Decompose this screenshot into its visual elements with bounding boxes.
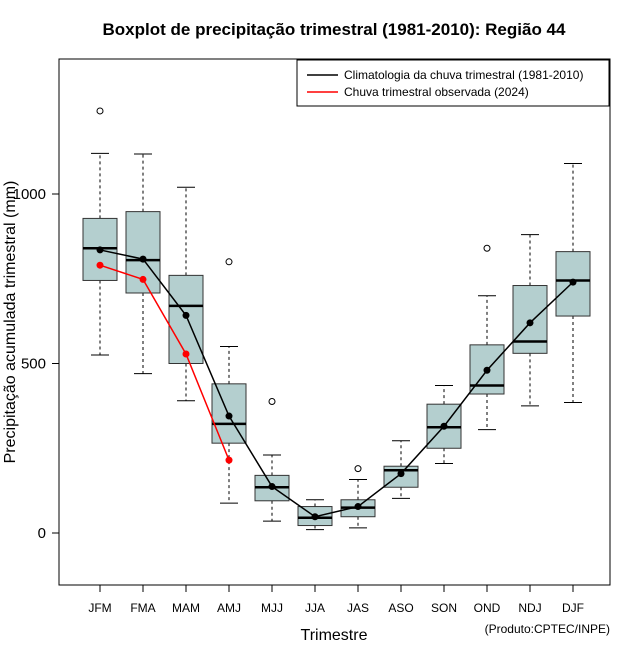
series-point — [526, 319, 534, 327]
x-tick-label-jfm: JFM — [88, 601, 111, 615]
x-tick-label-ndj: NDJ — [518, 601, 541, 615]
box-aso — [383, 440, 419, 499]
x-tick-label-ond: OND — [474, 601, 501, 615]
series-line — [99, 249, 574, 518]
box-amj — [211, 258, 247, 504]
legend: Climatologia da chuva trimestral (1981-2… — [296, 59, 610, 107]
legend-box — [296, 59, 610, 107]
series-point — [96, 261, 104, 269]
series-point — [139, 255, 147, 263]
series-point — [225, 456, 233, 464]
series-observed — [96, 261, 233, 464]
y-axis-title: Precipitação acumulada trimestral (mm) — [2, 181, 19, 464]
x-tick-label-djf: DJF — [562, 601, 584, 615]
box-jfm — [82, 107, 118, 356]
boxplot-boxes — [82, 107, 591, 531]
legend-label-observed: Chuva trimestral observada (2024) — [344, 85, 529, 99]
box-mam — [168, 186, 204, 402]
x-tick-label-mjj: MJJ — [261, 601, 283, 615]
chart-title: Boxplot de precipitação trimestral (1981… — [103, 20, 566, 39]
outlier-point — [225, 258, 233, 266]
outlier-point — [483, 244, 491, 252]
series-climatology — [96, 246, 577, 521]
series-point — [182, 311, 190, 319]
series-point — [311, 513, 319, 521]
outlier-point — [354, 465, 362, 473]
series-point — [96, 246, 104, 254]
box-fma — [125, 153, 161, 375]
y-axis: 0 500 1000 — [13, 186, 60, 542]
x-tick-label-fma: FMA — [130, 601, 155, 615]
series-lines — [96, 246, 577, 521]
x-tick-label-jja: JJA — [305, 601, 325, 615]
x-axis: JFM FMA MAM AMJ MJJ JJA JAS ASO SON OND NDJ DJF — [88, 585, 584, 615]
y-tick-label: 0 — [38, 525, 46, 542]
y-tick-label: 1000 — [13, 186, 46, 203]
series-point — [182, 350, 190, 358]
series-point — [225, 412, 233, 420]
x-tick-label-amj: AMJ — [217, 601, 241, 615]
legend-label-climatology: Climatologia da chuva trimestral (1981-2… — [344, 68, 583, 82]
series-point — [268, 483, 276, 491]
x-tick-label-mam: MAM — [172, 601, 200, 615]
box-ond — [469, 244, 505, 431]
x-tick-label-aso: ASO — [388, 601, 413, 615]
x-axis-title: Trimestre — [301, 627, 368, 644]
series-point — [440, 422, 448, 430]
series-point — [139, 275, 147, 283]
series-point — [397, 470, 405, 478]
series-point — [569, 278, 577, 286]
box-mjj — [254, 397, 290, 522]
y-tick-label: 500 — [21, 356, 46, 373]
series-point — [483, 366, 491, 374]
outlier-point — [268, 397, 276, 405]
series-line — [99, 264, 230, 461]
series-point — [354, 503, 362, 511]
iqr-box — [168, 274, 204, 364]
credit-label: (Produto:CPTEC/INPE) — [485, 622, 610, 636]
outlier-point — [96, 107, 104, 115]
x-tick-label-son: SON — [431, 601, 457, 615]
x-tick-label-jas: JAS — [347, 601, 369, 615]
